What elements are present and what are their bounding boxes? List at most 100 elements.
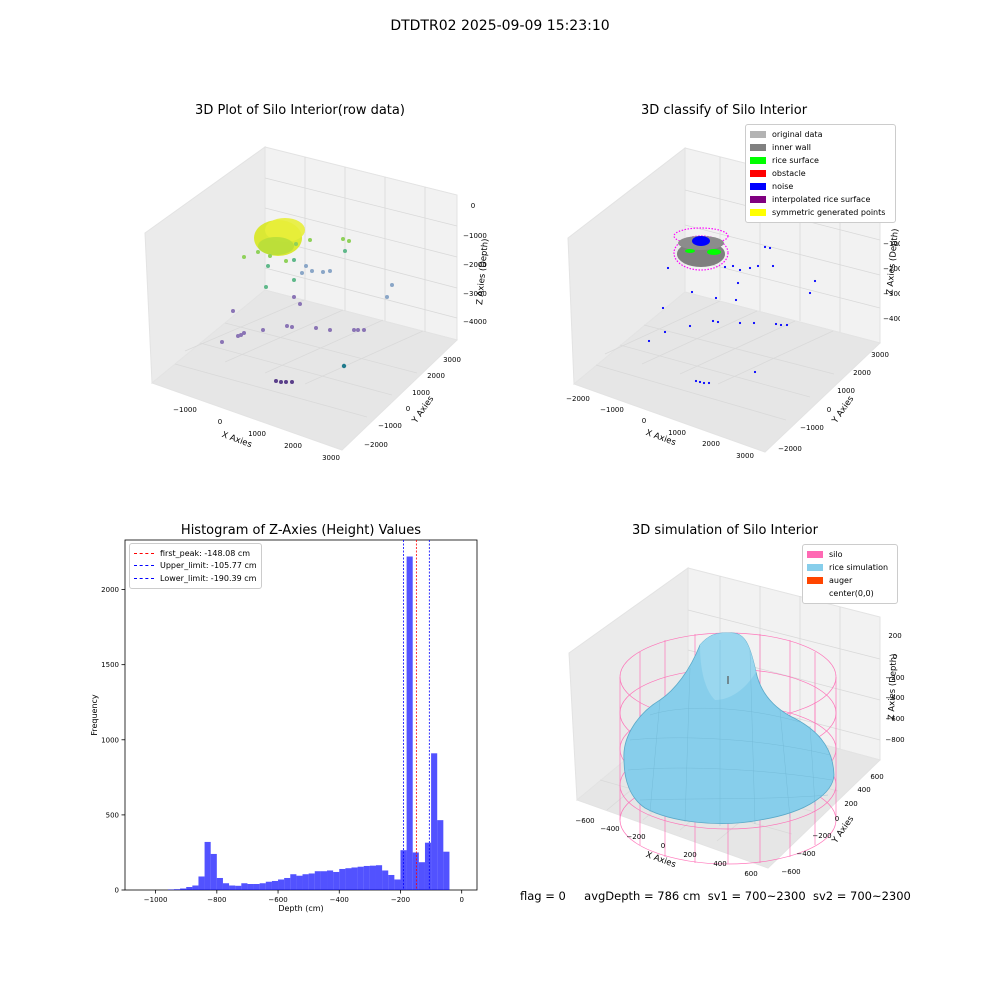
raw-ztick: −3000 <box>463 290 487 298</box>
simulation-xtick: 0 <box>661 842 665 850</box>
histogram-bar <box>369 865 376 890</box>
histogram-bar <box>278 879 285 890</box>
histogram-bar <box>375 865 383 890</box>
histogram-bar <box>180 888 187 890</box>
histogram-x-tick-label: −1000 <box>144 896 168 904</box>
histogram-bar <box>204 841 211 890</box>
flag-text: flag = 0 <box>520 889 566 903</box>
raw-xtick: 1000 <box>248 430 266 438</box>
legend-item: noise <box>750 180 891 193</box>
simulation-xtick: −200 <box>626 833 645 841</box>
raw-points <box>220 218 394 384</box>
classify-zlabel: Z Axies (Depth) <box>885 228 900 295</box>
histogram-bar <box>192 885 199 890</box>
legend-swatch <box>750 144 766 151</box>
histogram-bar <box>345 868 352 890</box>
legend-item: obstacle <box>750 167 891 180</box>
legend-swatch <box>750 157 766 164</box>
histogram-bar <box>431 753 438 890</box>
simulation-xtick: 400 <box>713 860 726 868</box>
histogram-chart: −1000 −800 −600 −400 −200 0 0500100015002000 … <box>90 539 478 913</box>
histogram-bar <box>186 886 193 890</box>
histogram-bar <box>412 852 419 890</box>
status-footer: flag = 0 avgDepth = 786 cm sv1 = 700~230… <box>520 889 911 903</box>
classify-xtick: 0 <box>642 417 646 425</box>
histogram-bar <box>296 875 303 890</box>
simulation-ytick: −200 <box>812 832 831 840</box>
rice-surface <box>623 632 835 826</box>
histogram-y-ticks: 0 500 1000 1500 2000 <box>101 586 125 895</box>
legend-line <box>134 565 154 567</box>
label: Upper_limit: -105.77 cm <box>160 561 257 571</box>
histogram-xlabel: Depth (cm) <box>278 904 323 913</box>
label: original data <box>772 130 823 139</box>
histogram-bar <box>222 883 230 890</box>
label: auger <box>829 576 853 585</box>
classify-pane-floor <box>573 291 881 453</box>
histogram-bar <box>418 862 425 890</box>
raw-ytick: −1000 <box>378 422 402 430</box>
histogram-bar <box>198 876 205 890</box>
histogram-bar <box>357 866 364 890</box>
classify-xtick: 2000 <box>702 440 720 448</box>
raw-ztick: −1000 <box>463 232 487 240</box>
histogram-ylabel: Frequency <box>90 694 99 736</box>
simulation-ytick: −600 <box>781 868 800 876</box>
classify-ytick: 2000 <box>853 369 871 377</box>
histogram-y-tick-label: 1000 <box>101 736 119 744</box>
histogram-y-tick-label: 500 <box>106 811 119 819</box>
classify-ytick: −2000 <box>778 445 802 453</box>
histogram-reference-lines <box>403 540 430 890</box>
histogram-x-ticks: −1000 −800 −600 −400 −200 0 <box>144 890 464 904</box>
raw-ztick: −2000 <box>463 261 487 269</box>
legend-item: symmetric generated points <box>750 206 891 219</box>
histogram-bar <box>406 556 413 890</box>
raw-zlabel: Z Axies (Depth) <box>475 238 490 305</box>
simulation-ytick: 400 <box>857 786 870 794</box>
histogram-bar <box>302 874 309 890</box>
classify-ytick: −1000 <box>800 424 824 432</box>
raw-plot-title: 3D Plot of Silo Interior(row data) <box>195 103 405 118</box>
simulation-plot-title: 3D simulation of Silo Interior <box>632 523 818 538</box>
simulation-ztick: −200 <box>885 674 904 682</box>
legend-swatch <box>750 196 766 203</box>
histogram-x-tick-label: −600 <box>268 896 287 904</box>
simulation-ytick: 0 <box>835 815 839 823</box>
histogram-bar <box>229 885 236 890</box>
raw-xtick: 2000 <box>284 442 302 450</box>
histogram-bar <box>394 879 401 890</box>
label: obstacle <box>772 169 806 178</box>
legend-line <box>134 552 154 554</box>
histogram-legend: first_peak: -148.08 cm Upper_limit: -105… <box>129 543 262 589</box>
histogram-bar <box>308 873 315 890</box>
simulation-ztick: 0 <box>893 653 897 661</box>
label: symmetric generated points <box>772 208 886 217</box>
legend-swatch <box>750 170 766 177</box>
simulation-xtick: 600 <box>744 870 757 878</box>
simulation-ztick: −400 <box>885 694 904 702</box>
label: noise <box>772 182 794 191</box>
histogram-bar <box>314 871 321 890</box>
simulation-ytick: −400 <box>796 850 815 858</box>
raw-ytick: −2000 <box>364 441 388 449</box>
histogram-bar <box>320 871 328 890</box>
histogram-bar <box>388 874 395 890</box>
classify-ylabel: Y Axies <box>830 394 857 426</box>
histogram-bar <box>173 889 181 890</box>
raw-ytick: 1000 <box>412 389 430 397</box>
sv1-text: sv1 = 700~2300 <box>707 889 806 903</box>
histogram-bar <box>210 853 217 890</box>
histogram-y-tick-label: 1500 <box>101 661 119 669</box>
histogram-bar <box>284 877 291 890</box>
legend-item: interpolated rice surface <box>750 193 891 206</box>
simulation-xtick: −400 <box>600 825 619 833</box>
histogram-bar <box>253 883 260 890</box>
histogram-bar <box>259 883 266 890</box>
raw-pane-floor <box>150 289 458 451</box>
histogram-bar <box>333 871 340 890</box>
classify-xtick: 1000 <box>668 429 686 437</box>
label: first_peak: -148.08 cm <box>160 548 251 558</box>
label: inner wall <box>772 143 812 152</box>
legend-swatch <box>750 183 766 190</box>
histogram-x-tick-label: 0 <box>459 896 463 904</box>
